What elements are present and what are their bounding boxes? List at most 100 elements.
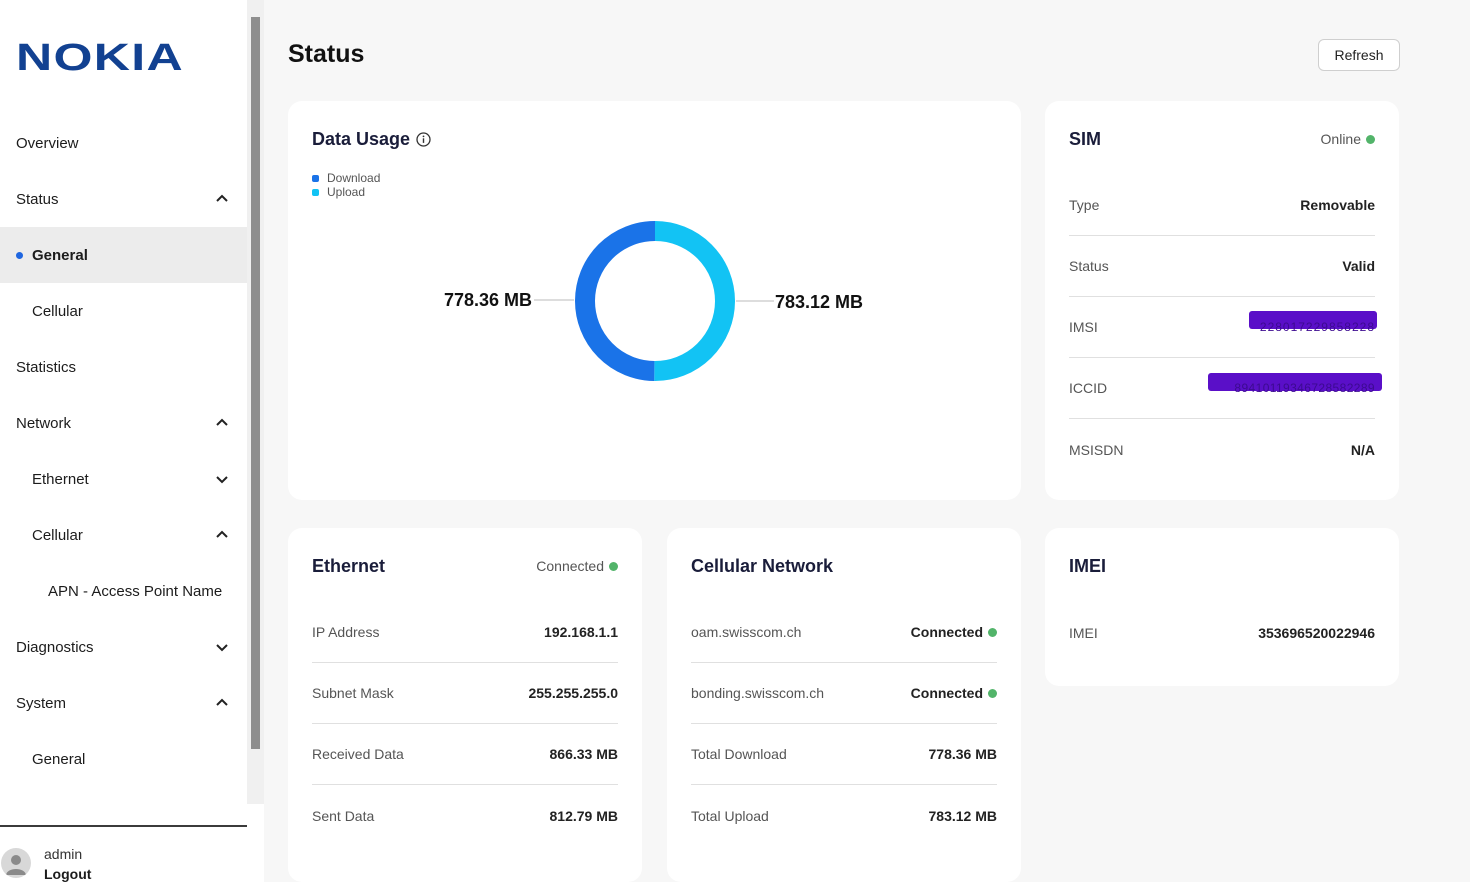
sidebar-item-system-general[interactable]: General (0, 731, 247, 787)
ethernet-row-received: Received Data 866.33 MB (312, 724, 618, 785)
row-value: Removable (1300, 197, 1375, 213)
sidebar-item-status-cellular[interactable]: Cellular (0, 283, 247, 339)
sidebar-scrollbar-thumb[interactable] (251, 17, 260, 749)
sidebar-item-network[interactable]: Network (0, 395, 247, 451)
refresh-button[interactable]: Refresh (1318, 39, 1400, 71)
row-key: Status (1069, 258, 1109, 274)
upload-value-label: 783.12 MB (775, 292, 864, 312)
row-key: IMEI (1069, 624, 1098, 641)
chevron-up-icon (216, 194, 228, 202)
sidebar-item-label: General (32, 246, 88, 264)
chevron-up-icon (216, 530, 228, 538)
sidebar: NOKIA Overview Status General Cellular S… (0, 0, 247, 882)
cellular-row-total-upload: Total Upload 783.12 MB (691, 785, 997, 846)
upload-swatch-icon (312, 188, 319, 196)
row-key: ICCID (1069, 380, 1108, 396)
sidebar-item-label: Statistics (16, 358, 77, 376)
row-value: 866.33 MB (549, 746, 618, 762)
scroll-corner (247, 804, 264, 882)
sidebar-item-status-general[interactable]: General (0, 227, 247, 283)
imei-title: IMEI (1069, 556, 1107, 576)
row-value: 255.255.255.0 (528, 685, 618, 701)
user-name: admin (44, 846, 83, 862)
active-indicator-icon (16, 252, 23, 259)
data-usage-title: Data Usage (312, 129, 431, 150)
data-usage-legend: Download Upload (312, 171, 380, 199)
logout-button[interactable]: Logout (44, 866, 92, 882)
sidebar-item-network-ethernet[interactable]: Ethernet (0, 451, 247, 507)
ethernet-row-ip: IP Address 192.168.1.1 (312, 602, 618, 663)
row-value: Valid (1342, 258, 1375, 274)
sidebar-item-diagnostics[interactable]: Diagnostics (0, 619, 247, 675)
row-value: Connected (911, 624, 997, 640)
sim-status: Online (1321, 131, 1375, 147)
cellular-network-card: Cellular Network oam.swisscom.ch Connect… (667, 528, 1021, 882)
cellular-row-bonding: bonding.swisscom.ch Connected (691, 663, 997, 724)
imei-row: IMEI 353696520022946 (1069, 602, 1375, 663)
sim-row-type: Type Removable (1069, 175, 1375, 236)
iccid-value-text: 89410119346728582289 (1234, 381, 1375, 395)
info-icon[interactable] (416, 132, 431, 147)
redaction-mark (1208, 373, 1382, 391)
ethernet-title: Ethernet (312, 556, 386, 576)
status-dot-icon (988, 688, 997, 698)
row-key: oam.swisscom.ch (691, 624, 802, 640)
row-value-text: Connected (910, 624, 983, 640)
legend-label: Download (327, 171, 381, 185)
donut-segment-download[interactable] (574, 221, 656, 381)
sidebar-item-label: APN - Access Point Name (48, 582, 223, 600)
imei-card: IMEI IMEI 353696520022946 (1045, 528, 1399, 686)
sidebar-item-label: Ethernet (32, 470, 89, 488)
sim-card: SIM Online Type Removable Status Valid I… (1045, 101, 1399, 500)
row-value: 783.12 MB (928, 807, 997, 824)
row-key: Total Upload (691, 807, 769, 824)
ethernet-row-subnet: Subnet Mask 255.255.255.0 (312, 663, 618, 724)
sidebar-item-label: Cellular (32, 526, 83, 544)
ethernet-status-text: Connected (536, 558, 604, 574)
sidebar-item-overview[interactable]: Overview (0, 115, 247, 171)
status-dot-icon (988, 627, 997, 637)
download-swatch-icon (312, 174, 319, 182)
nokia-logo: NOKIA (16, 40, 183, 72)
status-dot-icon (1366, 134, 1375, 144)
iccid-value: 89410119346728582289 (1208, 373, 1382, 395)
legend-item-upload: Upload (312, 185, 380, 199)
upload-leader-line (736, 300, 774, 302)
page-title: Status (288, 40, 365, 68)
sidebar-item-label: General (32, 750, 86, 768)
sidebar-item-label: Diagnostics (16, 638, 94, 656)
data-usage-card: Data Usage Download Upload 778.36 MB 783… (288, 101, 1021, 500)
sidebar-item-statistics[interactable]: Statistics (0, 339, 247, 395)
sim-row-iccid: ICCID 89410119346728582289 (1069, 358, 1382, 419)
row-key: Total Download (691, 746, 787, 762)
sidebar-divider (0, 825, 247, 827)
download-leader-line (534, 299, 574, 301)
chevron-up-icon (216, 418, 228, 426)
row-key: Type (1069, 197, 1100, 213)
row-value: N/A (1350, 441, 1375, 458)
data-usage-donut (574, 221, 735, 381)
sidebar-item-apn[interactable]: APN - Access Point Name (0, 563, 247, 619)
cellular-title: Cellular Network (691, 556, 834, 576)
row-value-text: Connected (910, 685, 983, 701)
donut-segment-upload[interactable] (654, 221, 735, 381)
sidebar-item-label: Network (16, 414, 72, 432)
row-key: MSISDN (1069, 441, 1124, 458)
row-value: 353696520022946 (1258, 624, 1375, 641)
imsi-value-text: 228017229858228 (1259, 320, 1375, 334)
row-key: Received Data (312, 746, 404, 762)
download-value-label: 778.36 MB (444, 290, 533, 310)
chevron-down-icon (216, 644, 228, 652)
sim-status-text: Online (1320, 131, 1361, 147)
avatar-icon (1, 848, 31, 878)
legend-label: Upload (327, 185, 366, 199)
sim-title: SIM (1069, 129, 1102, 149)
row-key: IP Address (312, 624, 380, 640)
sidebar-item-label: System (16, 694, 67, 712)
sidebar-item-system[interactable]: System (0, 675, 247, 731)
row-value: Connected (911, 685, 997, 701)
row-value: 192.168.1.1 (544, 624, 618, 640)
sidebar-item-network-cellular[interactable]: Cellular (0, 507, 247, 563)
cellular-row-total-download: Total Download 778.36 MB (691, 724, 997, 785)
sidebar-item-status[interactable]: Status (0, 171, 247, 227)
